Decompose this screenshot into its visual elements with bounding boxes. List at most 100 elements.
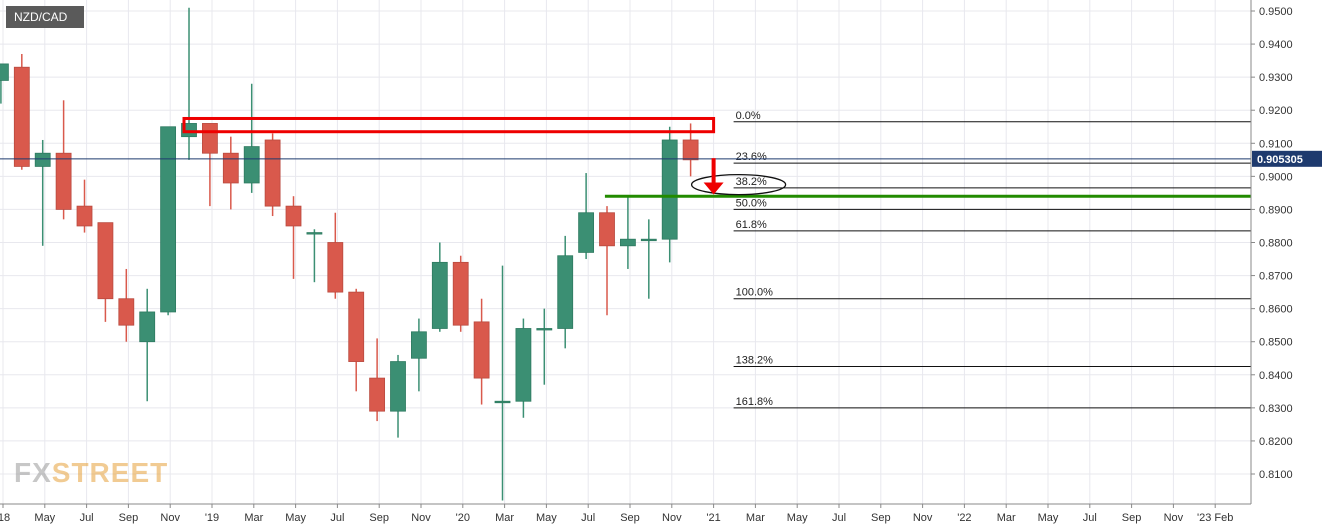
price-badge-text: 0.905305 <box>1257 154 1303 166</box>
candle-body <box>13 66 30 167</box>
candle <box>306 229 323 283</box>
x-tick-label: Nov <box>160 512 180 524</box>
y-tick-label: 0.8300 <box>1259 403 1293 415</box>
x-tick-label: May <box>1038 512 1059 524</box>
candle <box>473 298 490 405</box>
y-tick-label: 0.8400 <box>1259 370 1293 382</box>
candle <box>452 255 469 332</box>
candle-body <box>515 328 532 402</box>
fib-label: 161.8% <box>736 396 774 408</box>
x-tick-label: Mar <box>495 512 514 524</box>
candles <box>0 7 699 501</box>
candle-body <box>599 212 615 247</box>
fxstreet-watermark: FXSTREET <box>14 457 168 488</box>
x-tick-label: May <box>787 512 808 524</box>
candle <box>264 133 281 217</box>
candle <box>327 212 344 299</box>
candle <box>181 7 197 160</box>
candle <box>243 83 260 193</box>
y-tick-label: 0.8100 <box>1259 469 1293 481</box>
watermark-part2: STREET <box>52 457 168 488</box>
candle-body <box>661 139 678 240</box>
x-tick-label: May <box>536 512 557 524</box>
x-tick-label: May <box>34 512 55 524</box>
fib-label: 23.6% <box>736 151 767 163</box>
x-tick-label: Mar <box>746 512 765 524</box>
x-tick-label: '21 <box>706 512 720 524</box>
candle-body <box>682 139 699 161</box>
x-tick-label: '20 <box>456 512 470 524</box>
candle <box>599 206 615 316</box>
annotations <box>0 116 1251 198</box>
candle <box>285 196 302 279</box>
x-tick-label: Jul <box>80 512 94 524</box>
fib-label: 61.8% <box>736 219 767 231</box>
candle-body <box>369 377 386 412</box>
highlight-ellipse <box>690 173 787 196</box>
x-tick-label: Sep <box>119 512 139 524</box>
candle-body <box>557 255 574 329</box>
svg-text:FXSTREET: FXSTREET <box>14 457 168 488</box>
candle <box>431 242 448 332</box>
candle-body <box>640 238 657 242</box>
x-tick-label: Sep <box>620 512 640 524</box>
candle-body <box>139 311 156 343</box>
candle-body <box>202 123 218 154</box>
candle <box>13 53 30 170</box>
x-tick-label: Jul <box>832 512 846 524</box>
candle-body <box>620 238 636 247</box>
resistance-zone <box>182 116 716 134</box>
candle <box>682 123 699 177</box>
x-tick-label: Mar <box>244 512 263 524</box>
x-tick-label: Nov <box>913 512 933 524</box>
x-tick-label: May <box>285 512 306 524</box>
candle <box>202 123 218 207</box>
candle <box>640 219 657 299</box>
candle <box>494 265 511 501</box>
x-tick-label: Nov <box>411 512 431 524</box>
x-tick-label: Nov <box>662 512 682 524</box>
symbol-label: NZD/CAD <box>6 6 84 28</box>
candle <box>160 126 177 316</box>
x-tick-label: '18 <box>0 512 10 524</box>
candle-body <box>411 331 427 359</box>
candle-body <box>76 205 93 227</box>
candle-body <box>34 152 51 167</box>
candle-body <box>0 63 9 81</box>
fib-label: 0.0% <box>736 110 761 122</box>
candle-body <box>264 139 281 207</box>
candle-body <box>243 146 260 184</box>
candle-body <box>160 126 177 313</box>
candle <box>34 139 51 246</box>
candle <box>515 318 532 418</box>
candle <box>76 179 93 233</box>
x-tick-label: Jul <box>581 512 595 524</box>
candle-body <box>578 212 595 253</box>
candle-body <box>473 321 490 379</box>
x-tick-label: Jul <box>1083 512 1097 524</box>
symbol-text: NZD/CAD <box>14 10 68 24</box>
x-tick-label: Mar <box>997 512 1016 524</box>
x-tick-label: Nov <box>1164 512 1184 524</box>
candle-body <box>494 400 511 404</box>
down-arrow-head <box>703 182 724 195</box>
candle <box>620 196 636 269</box>
candle-body <box>222 152 239 184</box>
x-tick-label: Jul <box>330 512 344 524</box>
x-tick-label: Sep <box>369 512 389 524</box>
candle-body <box>285 205 302 227</box>
candle-body <box>55 152 72 210</box>
candle-body <box>327 242 344 293</box>
y-tick-label: 0.8800 <box>1259 238 1293 250</box>
y-tick-label: 0.8900 <box>1259 204 1293 216</box>
y-tick-label: 0.9500 <box>1259 6 1293 18</box>
candle <box>411 318 427 392</box>
candle-body <box>118 298 135 326</box>
y-tick-label: 0.8500 <box>1259 337 1293 349</box>
y-tick-label: 0.9400 <box>1259 39 1293 51</box>
candle <box>661 126 678 263</box>
x-tick-label: Sep <box>1122 512 1142 524</box>
y-tick-label: 0.9000 <box>1259 171 1293 183</box>
